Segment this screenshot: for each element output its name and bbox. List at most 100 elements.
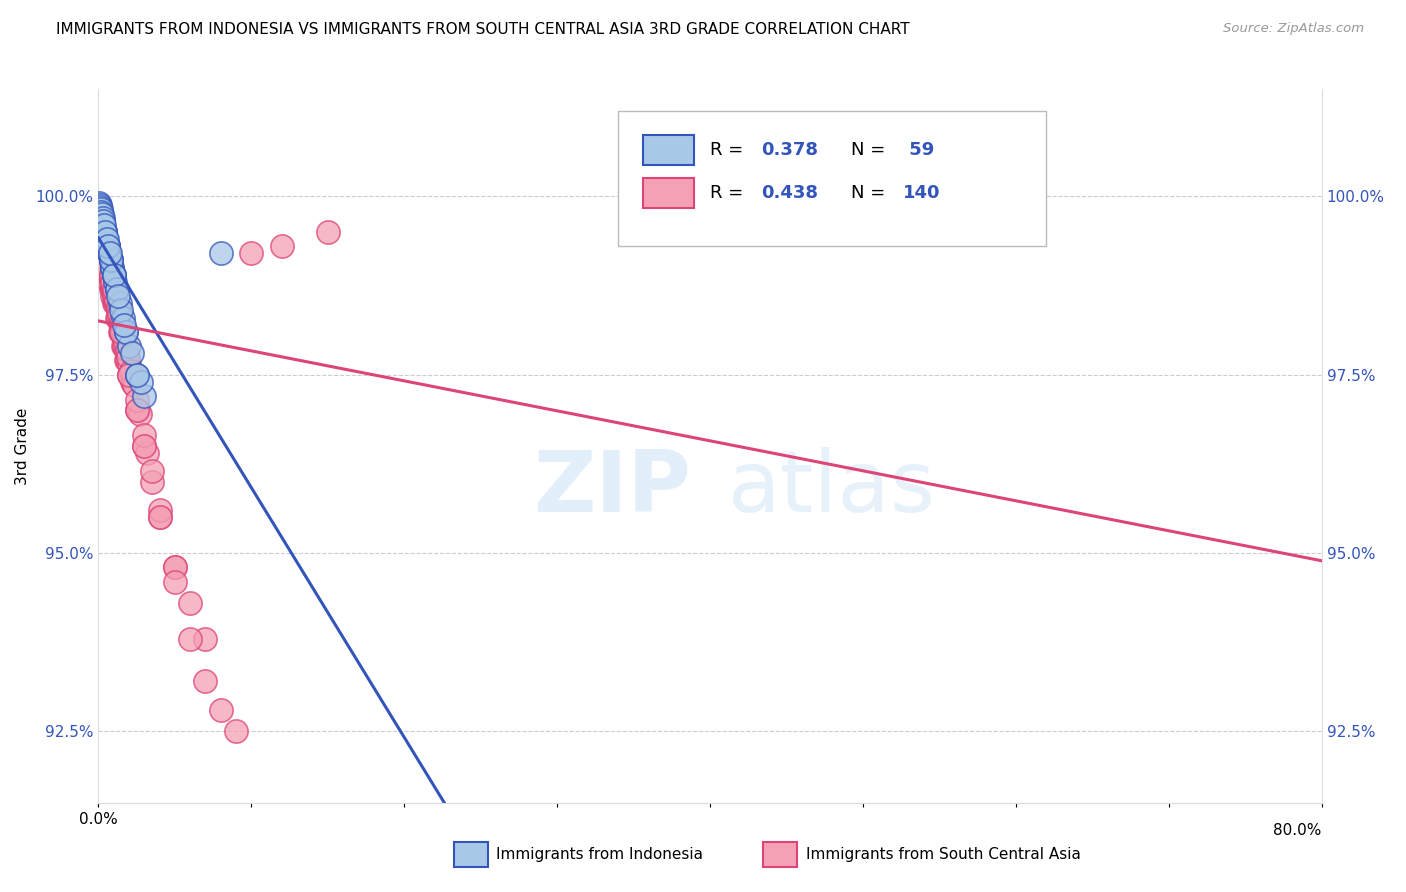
Point	[90, 227, 112, 241]
Point	[93, 243, 115, 257]
Point	[89, 203, 111, 218]
Point	[91, 214, 114, 228]
Point	[1004, 189, 1026, 203]
Point	[110, 325, 132, 339]
Point	[134, 428, 156, 442]
Point	[91, 218, 114, 232]
Point	[108, 296, 131, 310]
Point	[91, 232, 114, 246]
Text: atlas: atlas	[728, 447, 936, 531]
Point	[112, 339, 135, 353]
Point	[91, 218, 114, 232]
Point	[97, 260, 120, 275]
Point	[103, 268, 125, 282]
Point	[97, 239, 120, 253]
Point	[93, 221, 115, 235]
FancyBboxPatch shape	[643, 135, 695, 165]
Point	[93, 225, 115, 239]
Point	[115, 343, 138, 357]
Point	[107, 289, 129, 303]
Point	[91, 214, 114, 228]
Point	[91, 218, 114, 232]
Point	[90, 207, 112, 221]
Text: Immigrants from South Central Asia: Immigrants from South Central Asia	[806, 847, 1081, 862]
Point	[90, 205, 112, 219]
Point	[118, 357, 141, 371]
Point	[98, 268, 121, 282]
Point	[122, 378, 145, 392]
Point	[89, 196, 111, 211]
Point	[93, 225, 115, 239]
Point	[98, 264, 121, 278]
Point	[93, 218, 115, 232]
Point	[104, 296, 127, 310]
Point	[98, 246, 121, 260]
Point	[91, 239, 114, 253]
Point	[115, 343, 138, 357]
Point	[96, 250, 118, 264]
Point	[90, 225, 112, 239]
Point	[89, 218, 111, 232]
Point	[149, 510, 172, 524]
Point	[105, 310, 128, 325]
Point	[121, 346, 143, 360]
Point	[125, 368, 148, 382]
Point	[103, 289, 125, 303]
Text: 80.0%: 80.0%	[1274, 822, 1322, 838]
Point	[93, 225, 115, 239]
Point	[134, 389, 156, 403]
Point	[134, 439, 156, 453]
Point	[128, 407, 150, 421]
Text: N =: N =	[851, 141, 890, 159]
Point	[129, 375, 152, 389]
Point	[94, 246, 117, 260]
Point	[93, 253, 115, 268]
Point	[240, 246, 263, 260]
Point	[94, 243, 117, 257]
Point	[121, 375, 143, 389]
Point	[111, 310, 134, 325]
Point	[100, 271, 122, 285]
Point	[100, 275, 122, 289]
Point	[270, 239, 294, 253]
Point	[89, 218, 111, 232]
Point	[110, 325, 132, 339]
Point	[91, 235, 114, 250]
Point	[112, 318, 135, 332]
Point	[225, 724, 247, 739]
Point	[103, 285, 125, 300]
Point	[89, 214, 111, 228]
Point	[103, 296, 125, 310]
Y-axis label: 3rd Grade: 3rd Grade	[15, 408, 30, 484]
Point	[90, 225, 112, 239]
Point	[94, 232, 117, 246]
Point	[141, 464, 163, 478]
Text: 59: 59	[903, 141, 935, 159]
Text: Source: ZipAtlas.com: Source: ZipAtlas.com	[1223, 22, 1364, 36]
Point	[90, 228, 112, 243]
Point	[90, 211, 112, 225]
Point	[110, 303, 132, 318]
Point	[100, 253, 122, 268]
Point	[120, 364, 142, 378]
Point	[97, 253, 120, 268]
Point	[101, 275, 124, 289]
Point	[111, 339, 134, 353]
Text: ZIP: ZIP	[533, 447, 690, 531]
Point	[125, 368, 148, 382]
Point	[163, 560, 186, 574]
Point	[94, 253, 117, 268]
Point	[149, 510, 172, 524]
Text: 140: 140	[903, 184, 941, 202]
Point	[90, 225, 112, 239]
Point	[125, 403, 148, 417]
Point	[98, 264, 121, 278]
Point	[136, 446, 159, 460]
Point	[100, 268, 122, 282]
Point	[90, 223, 112, 237]
Point	[97, 239, 120, 253]
Point	[96, 232, 118, 246]
Point	[112, 328, 135, 343]
Point	[94, 246, 117, 260]
Point	[115, 353, 138, 368]
